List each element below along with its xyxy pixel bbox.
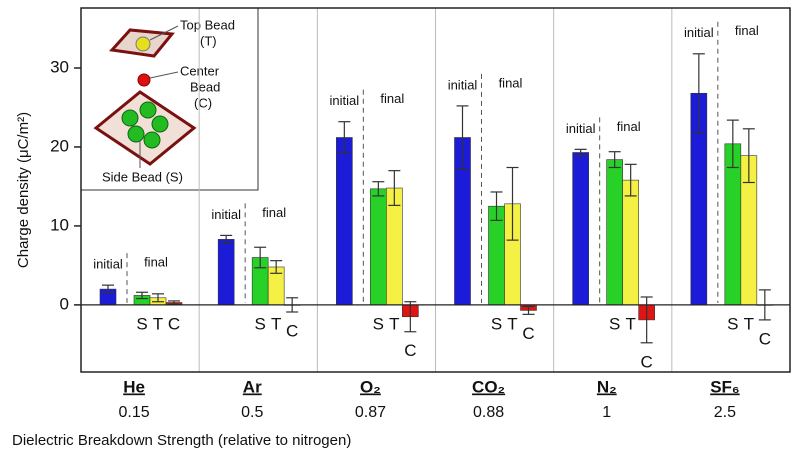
bar — [370, 188, 387, 306]
x-tick-label: He — [123, 377, 145, 396]
series-label: T — [744, 314, 754, 333]
x-tick-label: SF₆ — [710, 377, 739, 396]
initial-label: initial — [211, 207, 241, 222]
y-tick-label: 30 — [50, 57, 69, 76]
bar — [606, 159, 623, 306]
initial-label: initial — [93, 257, 123, 272]
side-bead — [151, 115, 169, 133]
inset-label: Top Bead — [180, 17, 235, 32]
breakdown-label: 2.5 — [714, 404, 736, 421]
breakdown-label: 0.88 — [473, 404, 504, 421]
final-label: final — [144, 255, 168, 270]
initial-label: initial — [448, 77, 478, 92]
initial-label: initial — [330, 93, 360, 108]
x-tick-label: N₂ — [597, 377, 617, 396]
inset-label: Bead — [190, 79, 220, 94]
bar — [622, 179, 639, 306]
x-tick-label: CO₂ — [472, 377, 505, 396]
series-label: C — [168, 314, 180, 333]
series-label: T — [271, 314, 281, 333]
series-label: S — [609, 314, 620, 333]
series-label: C — [522, 324, 534, 343]
final-label: final — [380, 91, 404, 106]
initial-label: initial — [684, 25, 714, 40]
series-label: C — [641, 352, 653, 371]
side-bead — [127, 125, 145, 143]
breakdown-label: 0.5 — [241, 404, 263, 421]
breakdown-label: 1 — [602, 404, 611, 421]
inset-label: (T) — [200, 33, 217, 48]
series-label: S — [373, 314, 384, 333]
inset: Top Bead (T) Center Bead (C) Side Bead (… — [80, 7, 259, 191]
inset-label: Side Bead (S) — [102, 169, 183, 184]
inset-label: (C) — [194, 95, 212, 110]
series-label: T — [153, 314, 163, 333]
breakdown-label: 0.15 — [119, 404, 150, 421]
top-bead — [135, 36, 151, 52]
y-tick-label: 0 — [60, 294, 69, 313]
side-bead — [143, 131, 161, 149]
center-bead — [137, 73, 151, 87]
series-label: T — [507, 314, 517, 333]
bar — [572, 152, 589, 306]
inset-label: Center — [180, 63, 220, 78]
final-label: final — [262, 205, 286, 220]
x-tick-label: O₂ — [360, 377, 381, 396]
leader — [149, 71, 179, 79]
x-axis-label: Dielectric Breakdown Strength (relative … — [12, 432, 351, 449]
series-label: C — [759, 329, 771, 348]
series-label: S — [727, 314, 738, 333]
breakdown-label: 0.87 — [355, 404, 386, 421]
final-label: final — [735, 23, 759, 38]
y-axis-label: Charge density (μC/m²) — [15, 112, 32, 268]
final-label: final — [617, 119, 641, 134]
side-bead — [121, 109, 139, 127]
series-label: C — [286, 321, 298, 340]
series-label: S — [491, 314, 502, 333]
series-label: T — [389, 314, 399, 333]
initial-label: initial — [566, 121, 596, 136]
bar — [336, 137, 353, 306]
series-label: C — [404, 341, 416, 360]
side-plate — [93, 90, 197, 166]
x-tick-label: Ar — [243, 377, 262, 396]
y-tick-label: 10 — [50, 215, 69, 234]
series-label: T — [625, 314, 635, 333]
series-label: S — [136, 314, 147, 333]
leader — [149, 25, 179, 41]
bar — [217, 239, 235, 306]
y-tick-label: 20 — [50, 136, 69, 155]
plot-frame — [80, 7, 791, 373]
series-label: S — [254, 314, 265, 333]
final-label: final — [499, 75, 523, 90]
side-bead — [139, 101, 157, 119]
